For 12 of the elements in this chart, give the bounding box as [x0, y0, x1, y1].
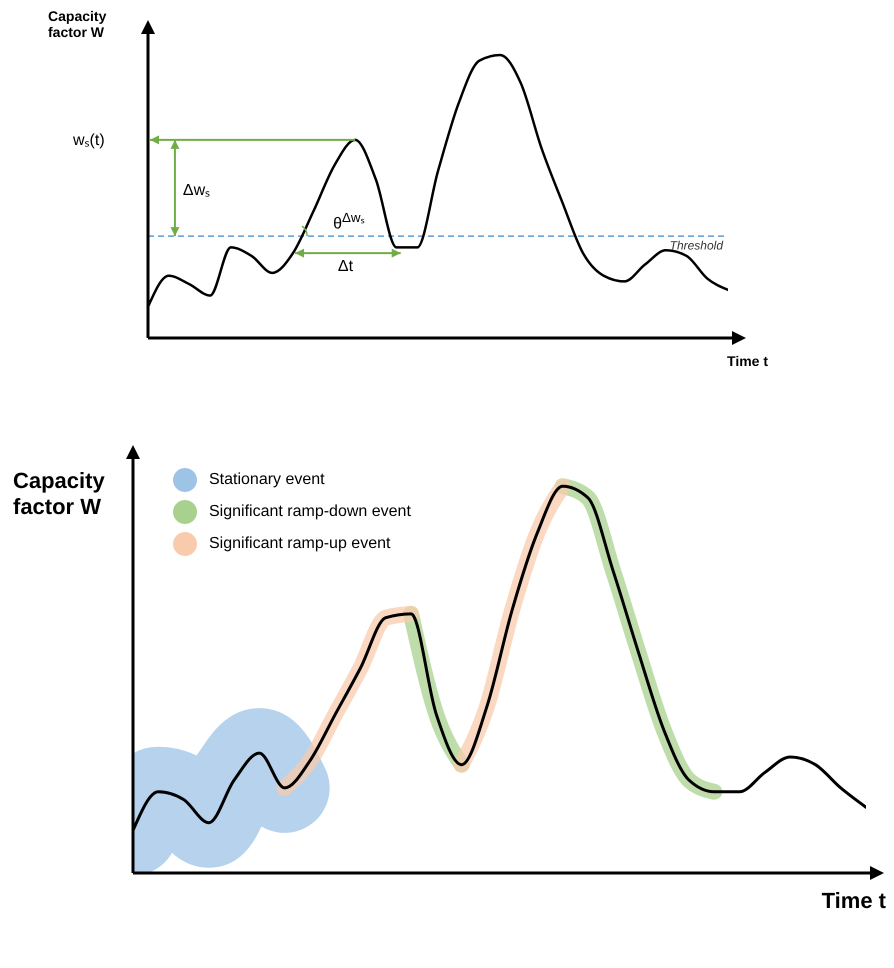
- y-axis-title: Capacity factor W: [13, 468, 106, 520]
- text: wₛ(t): [73, 130, 105, 150]
- annotation: Δwₛ: [182, 181, 210, 200]
- ref-line-label: Threshold: [670, 238, 724, 253]
- legend-label: Stationary event: [209, 471, 325, 489]
- x-axis-title: Time t: [727, 353, 768, 369]
- annotation: θ$^{Δwₛ}$: [333, 209, 364, 234]
- annotation: Δt: [338, 258, 354, 276]
- x-axis-title: Time t: [822, 888, 886, 914]
- legend-label: Significant ramp-up event: [209, 535, 390, 553]
- legend-label: Significant ramp-down event: [209, 503, 411, 521]
- y-axis-title: Capacity factor W: [48, 8, 108, 40]
